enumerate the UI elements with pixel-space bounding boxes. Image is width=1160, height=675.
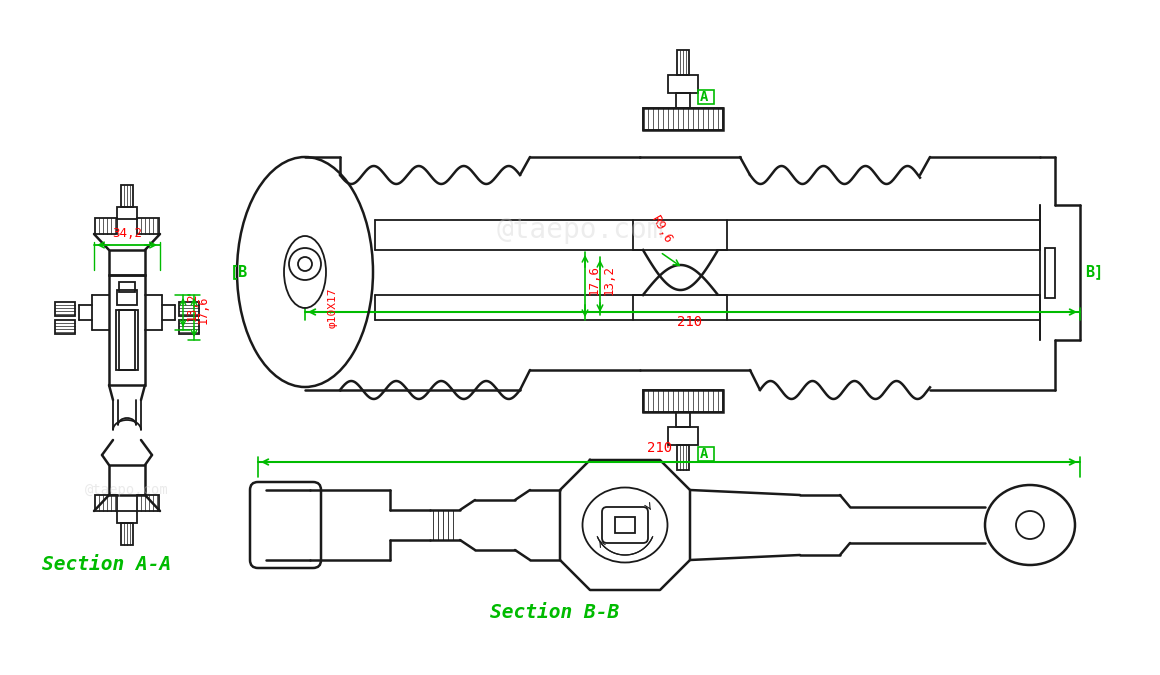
Bar — [95, 218, 117, 234]
Bar — [643, 390, 723, 412]
Bar — [179, 302, 200, 316]
Bar — [121, 185, 133, 207]
Bar — [117, 290, 137, 305]
Bar — [643, 108, 723, 130]
Bar — [116, 310, 138, 370]
Text: Section A-A: Section A-A — [42, 555, 172, 574]
Bar — [677, 445, 689, 470]
Bar — [117, 207, 137, 219]
Bar — [119, 282, 135, 292]
Text: 13,2: 13,2 — [603, 265, 616, 295]
Bar — [121, 523, 133, 545]
Text: 17,6: 17,6 — [588, 265, 601, 295]
Bar — [676, 93, 690, 108]
Text: 13,2: 13,2 — [186, 293, 200, 321]
Text: 210: 210 — [677, 315, 703, 329]
Bar — [643, 390, 723, 412]
Bar — [109, 465, 145, 495]
Bar — [698, 447, 715, 461]
Bar — [55, 302, 75, 316]
Bar — [668, 75, 698, 93]
Text: 17,6: 17,6 — [197, 296, 210, 324]
Text: B]: B] — [1085, 265, 1103, 279]
Bar — [137, 218, 159, 234]
Bar — [1045, 248, 1054, 298]
Bar — [698, 90, 715, 104]
Text: [B: [B — [230, 265, 248, 279]
Text: Section B-B: Section B-B — [490, 603, 619, 622]
Bar — [119, 310, 135, 370]
Bar — [95, 495, 117, 511]
Text: @taepo.com: @taepo.com — [496, 216, 664, 244]
Bar — [109, 275, 145, 385]
Bar — [117, 511, 137, 523]
Text: R9,6: R9,6 — [648, 213, 674, 245]
Bar — [677, 50, 689, 75]
Text: 210: 210 — [647, 441, 673, 455]
Bar — [668, 427, 698, 445]
Text: 34,2: 34,2 — [113, 227, 142, 240]
Bar — [676, 412, 690, 427]
Bar — [55, 320, 75, 334]
Bar — [615, 517, 635, 533]
Bar — [643, 108, 723, 130]
Text: A: A — [699, 447, 709, 461]
Text: A: A — [699, 90, 709, 104]
Text: φ10X17: φ10X17 — [328, 288, 338, 328]
Bar — [179, 320, 200, 334]
Text: @taepo.com: @taepo.com — [85, 483, 169, 497]
Bar — [137, 495, 159, 511]
Bar — [109, 250, 145, 275]
